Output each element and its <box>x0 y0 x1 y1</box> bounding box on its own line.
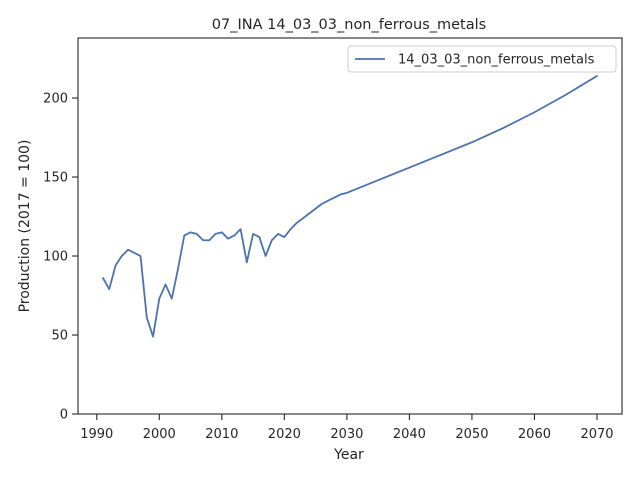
y-tick-label-0: 0 <box>60 408 68 423</box>
x-tick-label-2030: 2030 <box>330 427 363 442</box>
x-tick-label-2060: 2060 <box>518 427 551 442</box>
y-axis: 0 50 100 150 200 <box>43 92 78 423</box>
y-tick-label-150: 150 <box>43 171 68 186</box>
x-axis-title: Year <box>333 447 364 463</box>
plot-frame <box>77 37 623 415</box>
plot-area <box>102 75 598 338</box>
x-tick-label-1990: 1990 <box>80 427 113 442</box>
y-tick-label-200: 200 <box>43 92 68 107</box>
legend-box <box>347 45 617 73</box>
series-line-0 <box>102 75 598 338</box>
legend-label: 14_03_03_non_ferrous_metals <box>398 53 595 68</box>
x-tick-label-2020: 2020 <box>268 427 301 442</box>
y-tick-label-100: 100 <box>43 250 68 265</box>
legend: 14_03_03_non_ferrous_metals <box>347 45 617 73</box>
x-axis: 1990 2000 2010 2020 2030 2040 2050 2060 2070 <box>80 414 614 442</box>
y-axis-title: Production (2017 = 100) <box>17 140 33 313</box>
x-tick-label-2070: 2070 <box>580 427 613 442</box>
x-tick-label-2010: 2010 <box>205 427 238 442</box>
x-tick-label-2050: 2050 <box>455 427 488 442</box>
y-tick-label-50: 50 <box>51 329 68 344</box>
x-tick-label-2040: 2040 <box>393 427 426 442</box>
x-tick-label-2000: 2000 <box>143 427 176 442</box>
chart-title: 07_INA 14_03_03_non_ferrous_metals <box>212 17 486 33</box>
